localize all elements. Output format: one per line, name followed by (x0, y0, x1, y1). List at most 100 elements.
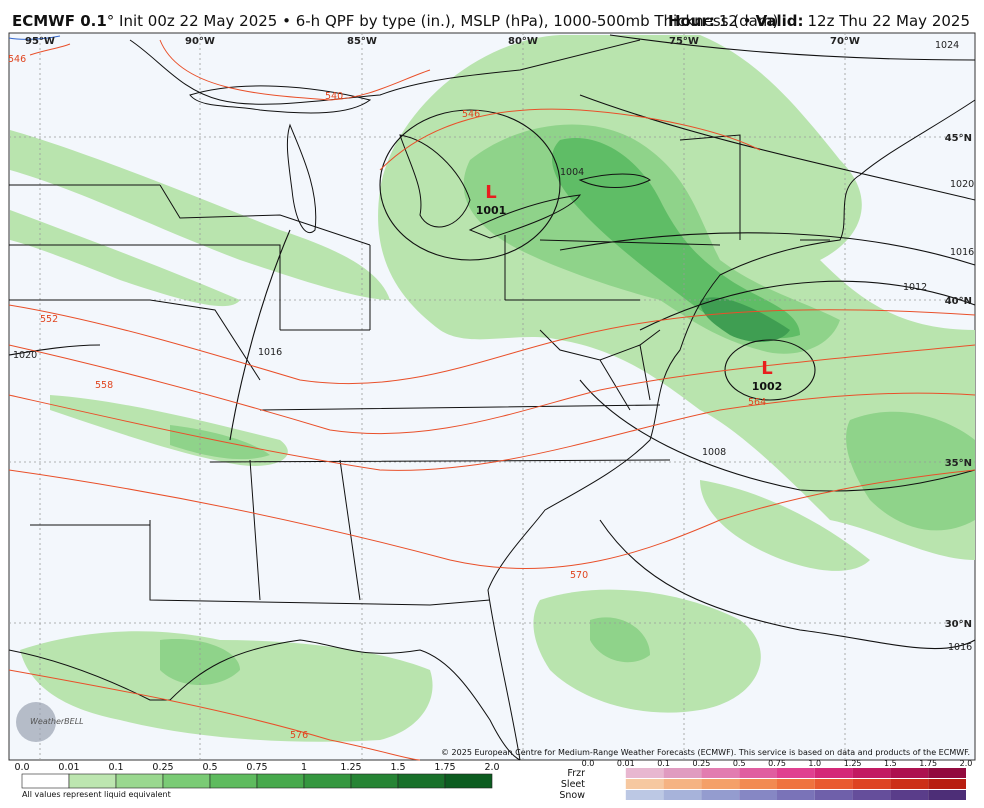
isobar (609, 34, 976, 61)
ptype-swatch (928, 790, 966, 800)
precip-area (170, 425, 270, 460)
logo: WeatherBELL (30, 717, 84, 726)
header-time: Hour: 12 • Valid: 12z Thu 22 May 2025 (668, 12, 970, 30)
boundary (129, 39, 641, 105)
ptype-swatch (777, 768, 815, 778)
isobar (579, 94, 976, 201)
ptype-swatch (739, 779, 777, 789)
ptype-swatch (777, 779, 815, 789)
ptype-swatch (814, 779, 853, 789)
thickness-label: 570 (570, 570, 588, 581)
valid-label: Valid: (756, 12, 804, 30)
ptype-label: 0.01 (617, 759, 635, 768)
lat-label: 35°N (945, 458, 972, 469)
ptype-swatch (814, 768, 853, 778)
precip-area (10, 210, 240, 307)
rain-swatch (256, 773, 305, 789)
rain-label: 1.5 (390, 762, 405, 773)
ptype-label: 0.75 (768, 759, 786, 768)
ptype-swatch (890, 768, 929, 778)
low-pressure: 1002 (752, 380, 783, 393)
ptype-label: 1.75 (919, 759, 937, 768)
ptype-swatch (663, 779, 702, 789)
rain-label: 1 (301, 762, 307, 773)
precip-area (160, 639, 240, 685)
boundary (189, 85, 372, 114)
ptype-swatch (777, 790, 815, 800)
ptype-swatch (625, 790, 664, 800)
rain-label: 2.0 (484, 762, 499, 773)
ptype-swatch (663, 768, 702, 778)
rain-swatch (303, 773, 352, 789)
thickness-contour (8, 669, 421, 761)
ptype-swatch (701, 768, 740, 778)
low-symbol: L (761, 358, 772, 379)
isobar-label: 1004 (560, 167, 584, 178)
lon-label: 80°W (508, 36, 538, 47)
precip-area (700, 297, 790, 342)
rain-swatch (68, 773, 117, 789)
isobar (559, 232, 976, 266)
lat-label: 45°N (945, 133, 972, 144)
isobar-label: 1016 (950, 247, 974, 258)
lon-label: 95°W (25, 36, 55, 47)
ptype-name: Sleet (561, 779, 585, 790)
ptype-label: 0.1 (657, 759, 670, 768)
ptype-swatch (701, 790, 740, 800)
thickness-label: 576 (290, 730, 308, 741)
boundary (468, 194, 582, 239)
rain-swatch (444, 773, 493, 789)
isobar (639, 280, 976, 331)
lat-label: 40°N (945, 296, 972, 307)
rain-label: 0.75 (246, 762, 267, 773)
thickness-contour (379, 108, 761, 171)
ptype-swatch (814, 790, 853, 800)
rain-swatch (350, 773, 399, 789)
ptype-swatch (890, 790, 929, 800)
isobar-label: 1024 (935, 40, 959, 51)
thickness-contour (8, 469, 976, 570)
rain-swatch (397, 773, 446, 789)
rain-label: 0.01 (58, 762, 79, 773)
rain-swatch (115, 773, 164, 789)
ptype-label: 0.25 (692, 759, 710, 768)
isobar-label: 1016 (258, 347, 282, 358)
legend-note: All values represent liquid equivalent (22, 790, 171, 799)
ptype-label: 1.25 (844, 759, 862, 768)
rain-label: 0.5 (202, 762, 217, 773)
thickness-label: 540 (325, 91, 343, 102)
boundary (399, 134, 471, 228)
rain-label: 1.25 (340, 762, 361, 773)
precip-area (700, 480, 870, 571)
isobar-label: 1012 (903, 282, 927, 293)
ptype-label: 0.5 (733, 759, 746, 768)
ptype-swatch (890, 779, 929, 789)
valid: 12z Thu 22 May 2025 (808, 12, 970, 30)
boundary (9, 134, 830, 606)
thickness-label: 552 (40, 314, 58, 325)
thickness-label: 546 (8, 54, 26, 65)
lon-label: 90°W (185, 36, 215, 47)
ptype-swatch (852, 768, 891, 778)
isobar (599, 519, 976, 650)
description: ° Init 00z 22 May 2025 • 6-h QPF by type… (107, 12, 779, 30)
ptype-name: Frzr (567, 768, 585, 779)
isobar-label: 1020 (950, 179, 974, 190)
lon-label: 75°W (669, 36, 699, 47)
thickness-contour (8, 35, 61, 40)
precip-area (846, 411, 975, 531)
low-pressure: 1001 (476, 204, 507, 217)
ptype-label: 1.5 (884, 759, 897, 768)
hour-label: Hour: (668, 12, 715, 30)
thickness-label: 564 (748, 397, 766, 408)
lon-label: 70°W (830, 36, 860, 47)
ptype-swatch (625, 779, 664, 789)
thickness-contour (29, 43, 71, 56)
isobar (579, 379, 976, 492)
hour: 12 • (719, 12, 752, 30)
ptype-name: Snow (559, 790, 585, 801)
precip-area (551, 138, 800, 339)
thickness-contour (8, 304, 976, 385)
